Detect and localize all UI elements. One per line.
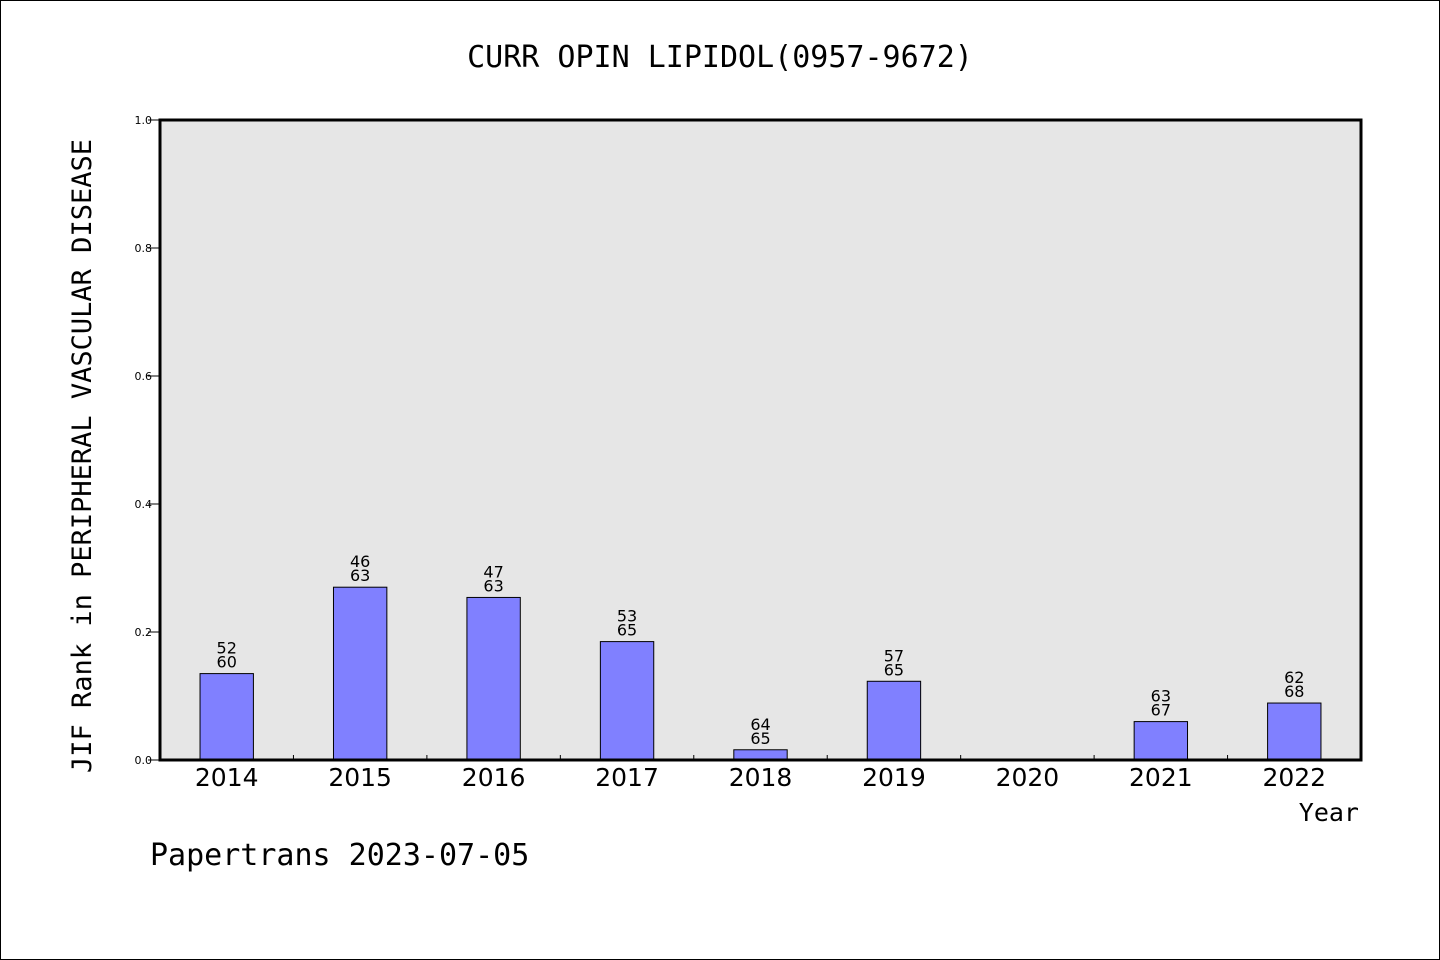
x-tick-label-2015: 2015 [328, 763, 392, 792]
bar-2019 [866, 680, 922, 761]
bar-label-total-2018: 65 [750, 729, 770, 748]
x-axis-ticks: 2014 2015 2016 2017 2018 2019 2020 2021 2022 [195, 755, 1326, 792]
y-axis-ticks: 0.0 0.2 0.4 0.6 0.8 1.0 [135, 114, 160, 767]
bar-2017 [599, 641, 655, 761]
y-tick-label: 0.0 [135, 754, 153, 767]
y-tick-label: 0.6 [135, 370, 153, 383]
bar-2015 [332, 586, 388, 761]
bar-label-rank-2017: 53 [617, 607, 637, 626]
bar-label-total-2014: 60 [217, 653, 237, 672]
bars-layer [199, 586, 1322, 761]
x-tick-label-2017: 2017 [595, 763, 659, 792]
x-tick-label-2019: 2019 [862, 763, 926, 792]
y-tick-label: 0.4 [135, 498, 153, 511]
y-tick-label: 1.0 [135, 114, 153, 127]
bar-label-rank-2019: 57 [884, 646, 904, 665]
bar-2014 [199, 673, 254, 761]
bar-label-rank-2016: 47 [483, 562, 503, 581]
bar-label-total-2021: 67 [1151, 701, 1171, 720]
bar-label-rank-2022: 62 [1284, 668, 1304, 687]
x-tick-label-2018: 2018 [729, 763, 793, 792]
plot-border [158, 118, 1363, 762]
bar-label-total-2022: 68 [1284, 682, 1304, 701]
x-tick-label-2020: 2020 [996, 763, 1060, 792]
bar-label-rank-2014: 52 [217, 639, 237, 658]
bar-2016 [466, 596, 521, 761]
x-tick-label-2021: 2021 [1129, 763, 1193, 792]
bar-label-total-2019: 65 [884, 660, 904, 679]
bar-2022 [1267, 702, 1322, 761]
bar-label-rank-2018: 64 [750, 715, 770, 734]
x-axis-label: Year [1299, 798, 1359, 827]
bar-2021 [1133, 721, 1189, 761]
chart-title: CURR OPIN LIPIDOL(0957-9672) [467, 40, 973, 75]
x-tick-label-2014: 2014 [195, 763, 259, 792]
bar-label-total-2015: 63 [350, 566, 370, 585]
footer-credit: Papertrans 2023-07-05 [150, 838, 529, 873]
bar-label-total-2016: 63 [483, 576, 503, 595]
x-tick-label-2016: 2016 [462, 763, 526, 792]
y-tick-label: 0.2 [135, 626, 153, 639]
bar-2018 [733, 749, 788, 761]
y-axis-label: JIF Rank in PERIPHERAL VASCULAR DISEASE [67, 139, 98, 773]
bar-label-rank-2015: 46 [350, 552, 370, 571]
x-tick-label-2022: 2022 [1262, 763, 1326, 792]
bar-label-rank-2021: 63 [1151, 687, 1171, 706]
y-tick-label: 0.8 [135, 242, 153, 255]
bar-label-total-2017: 65 [617, 621, 637, 640]
